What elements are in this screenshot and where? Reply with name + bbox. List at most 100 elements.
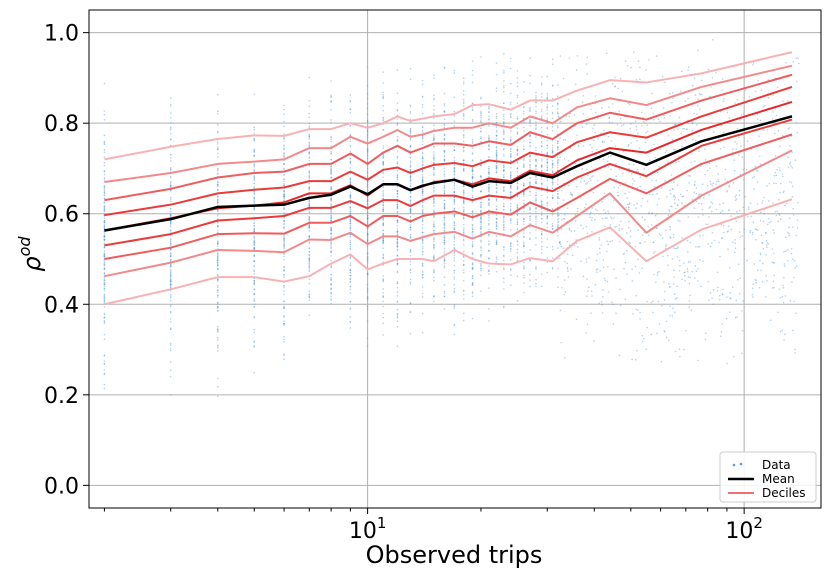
data-point [529, 217, 531, 220]
data-point [308, 122, 311, 125]
data-point [103, 209, 106, 211]
data-point [453, 236, 456, 239]
data-point [330, 228, 332, 230]
data-point [480, 254, 482, 256]
data-point [752, 63, 754, 66]
data-point [382, 288, 384, 290]
data-point [330, 145, 332, 147]
data-point [582, 227, 584, 230]
data-point [103, 363, 106, 365]
data-point [169, 272, 172, 274]
data-point [523, 184, 525, 187]
data-point [495, 235, 498, 238]
data-point [609, 224, 612, 226]
data-point [409, 200, 412, 202]
line-series [104, 51, 793, 306]
data-point [535, 159, 537, 161]
data-point [421, 242, 424, 245]
data-point [766, 129, 769, 131]
data-point [382, 239, 384, 241]
data-point [523, 110, 525, 113]
data-point [563, 158, 566, 160]
data-point [702, 234, 704, 237]
data-point [103, 301, 106, 304]
data-point [349, 161, 352, 164]
data-point [621, 90, 624, 93]
data-point [772, 229, 775, 231]
data-point [697, 98, 699, 101]
data-point [551, 266, 554, 269]
data-point [673, 194, 676, 197]
data-point [421, 223, 424, 226]
data-point [471, 196, 474, 199]
data-point [557, 190, 559, 193]
data-point [330, 169, 332, 171]
data-point [433, 225, 435, 227]
data-point [308, 116, 311, 119]
data-point [308, 224, 311, 227]
data-point [308, 199, 311, 202]
data-point [689, 241, 692, 244]
data-point [169, 258, 172, 261]
data-point [216, 329, 219, 331]
data-point [644, 241, 646, 243]
data-point [564, 291, 567, 293]
data-point [495, 165, 498, 168]
data-point [169, 279, 172, 282]
data-point [103, 191, 106, 193]
data-point [658, 270, 660, 273]
data-point [308, 141, 311, 143]
data-point [480, 218, 482, 221]
data-point [551, 149, 554, 151]
data-point [480, 226, 482, 228]
data-point [540, 233, 543, 236]
data-point [253, 197, 256, 200]
data-point [462, 134, 465, 137]
data-point [462, 201, 465, 203]
data-point [495, 214, 498, 216]
data-point [216, 309, 219, 312]
data-point [366, 258, 369, 261]
data-point [699, 258, 701, 261]
data-point [253, 305, 256, 308]
data-point [551, 171, 554, 174]
data-point [216, 213, 219, 216]
data-point [216, 225, 219, 227]
data-point [687, 216, 690, 218]
data-point [216, 274, 219, 276]
data-point [330, 212, 332, 214]
data-point [705, 223, 707, 225]
data-point [349, 167, 352, 169]
data-point [330, 236, 332, 239]
data-point [589, 213, 591, 215]
data-point [409, 226, 412, 228]
data-point [503, 164, 505, 167]
data-point [471, 228, 474, 231]
data-point [330, 233, 332, 235]
data-point [551, 224, 554, 227]
data-point [283, 290, 285, 292]
data-point [495, 158, 498, 161]
data-point [688, 306, 691, 308]
data-point [691, 122, 694, 124]
data-point [253, 246, 256, 249]
data-point [557, 115, 560, 118]
data-point [775, 114, 778, 117]
data-point [656, 171, 659, 174]
data-point [283, 322, 285, 325]
data-point [582, 275, 585, 278]
data-point [433, 229, 435, 232]
data-point [540, 165, 543, 168]
data-point [680, 132, 682, 135]
data-point [433, 231, 435, 234]
data-point [421, 227, 424, 230]
data-point [756, 269, 759, 272]
data-point [253, 230, 256, 233]
data-point [711, 184, 714, 187]
data-point [641, 267, 643, 270]
data-point [349, 233, 352, 236]
data-point [216, 173, 219, 175]
data-point [283, 219, 285, 222]
data-point [409, 226, 412, 229]
data-point [169, 283, 172, 285]
